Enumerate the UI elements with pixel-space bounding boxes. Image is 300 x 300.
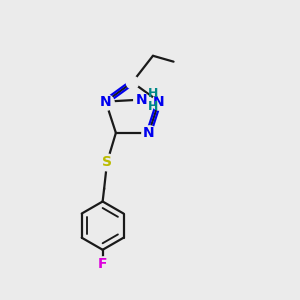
Text: N: N [143, 126, 154, 140]
Text: N: N [153, 94, 165, 109]
Text: N: N [135, 93, 147, 107]
Text: S: S [102, 155, 112, 169]
Text: N: N [100, 94, 112, 109]
Text: F: F [98, 257, 107, 271]
Text: H: H [148, 100, 158, 113]
Text: H: H [148, 87, 158, 100]
